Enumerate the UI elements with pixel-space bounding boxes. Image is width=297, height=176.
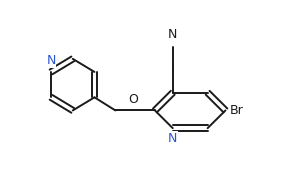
Text: N: N xyxy=(46,54,56,67)
Text: Br: Br xyxy=(230,104,244,117)
Text: N: N xyxy=(168,28,177,41)
Text: N: N xyxy=(168,132,177,145)
Text: O: O xyxy=(128,93,138,106)
